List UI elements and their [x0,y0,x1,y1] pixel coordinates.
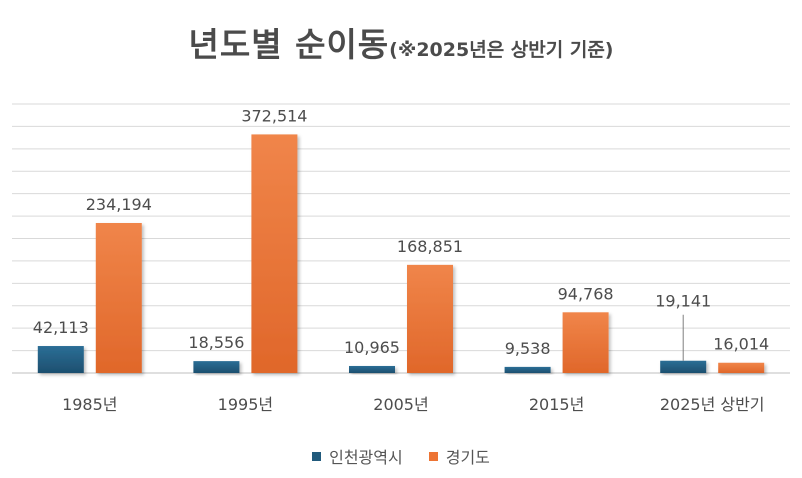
bar-gyeonggi [251,134,298,373]
chart-subtitle: (※2025년은 상반기 기준) [389,39,614,61]
x-tick-label: 2015년 [529,395,584,414]
bar-gyeonggi [407,264,453,373]
x-tick-label: 2025년 상반기 [660,395,765,414]
x-tick-label: 1985년 [62,395,117,414]
bar-incheon [193,361,240,373]
x-tick-label: 1995년 [218,395,273,414]
bar-gyeonggi [95,223,142,373]
data-label: 18,556 [188,333,244,352]
data-label: 372,514 [241,106,307,125]
legend-label-gyeonggi: 경기도 [445,448,490,467]
data-label: 234,194 [86,195,152,214]
legend-swatch-incheon [312,451,322,461]
data-label: 94,768 [558,284,614,303]
data-label: 10,965 [344,338,400,357]
legend-label-incheon: 인천광역시 [329,448,403,467]
legend-item-gyeonggi: 경기도 [428,444,490,468]
legend-item-incheon: 인천광역시 [312,444,403,468]
data-label: 42,113 [33,318,89,337]
x-tick-label: 2005년 [373,395,428,414]
data-label: 9,538 [505,339,551,358]
bar-incheon [37,346,84,373]
bar-gyeonggi [562,312,609,373]
data-label: 16,014 [713,335,769,354]
bar-incheon [349,365,395,373]
chart-title-main: 년도별 순이동 [188,25,390,64]
bar-incheon [504,366,551,373]
legend: 인천광역시 경기도 [0,444,802,468]
bar-gyeonggi [718,362,765,373]
data-label: 168,851 [397,237,463,256]
bar-incheon [660,360,707,373]
chart-title: 년도별 순이동(※2025년은 상반기 기준) [0,18,802,66]
legend-swatch-gyeonggi [428,451,438,461]
data-label: 19,141 [655,292,711,311]
